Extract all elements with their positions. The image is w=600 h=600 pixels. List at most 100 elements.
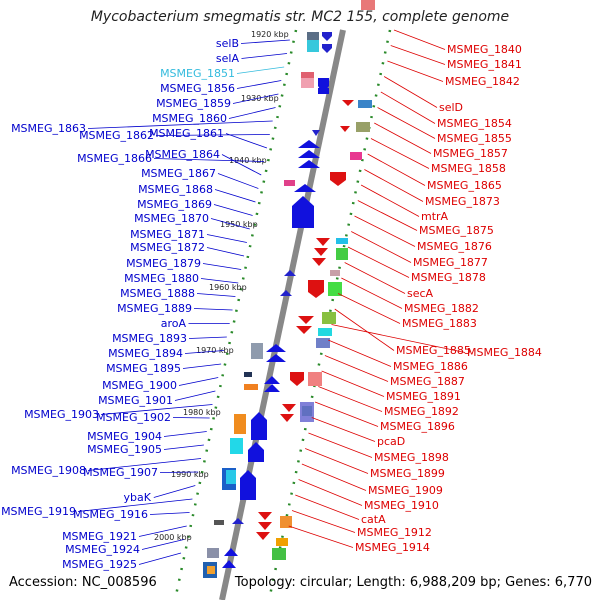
gene-label-right[interactable]: MSMEG_1892 bbox=[384, 405, 459, 418]
gene-arrow[interactable] bbox=[318, 88, 329, 94]
gene-label-left[interactable]: MSMEG_1871 bbox=[130, 228, 205, 241]
gene-label-right[interactable]: MSMEG_1857 bbox=[433, 147, 508, 160]
gene-arrow[interactable] bbox=[258, 512, 272, 520]
gene-label-right[interactable]: MSMEG_1865 bbox=[427, 179, 502, 192]
gene-label-right[interactable]: MSMEG_1878 bbox=[411, 271, 486, 284]
gene-block[interactable] bbox=[230, 438, 243, 454]
gene-label-right[interactable]: MSMEG_1876 bbox=[417, 240, 492, 253]
gene-label-right[interactable]: MSMEG_1877 bbox=[413, 256, 488, 269]
gene-label-left[interactable]: MSMEG_1916 bbox=[73, 508, 148, 521]
gene-label-right[interactable]: MSMEG_1885 bbox=[396, 344, 471, 357]
gene-arrow[interactable] bbox=[298, 150, 320, 158]
gene-label-right[interactable]: MSMEG_1912 bbox=[357, 526, 432, 539]
gene-arrow[interactable] bbox=[340, 126, 350, 132]
gene-label-left[interactable]: MSMEG_1880 bbox=[124, 272, 199, 285]
gene-arrow[interactable] bbox=[312, 130, 320, 136]
gene-arrow[interactable] bbox=[251, 412, 267, 440]
gene-label-left[interactable]: MSMEG_1862 bbox=[79, 129, 154, 142]
gene-label-right[interactable]: MSMEG_1873 bbox=[425, 195, 500, 208]
gene-label-left[interactable]: MSMEG_1908 bbox=[11, 464, 86, 477]
gene-block[interactable] bbox=[234, 414, 246, 434]
gene-block[interactable] bbox=[302, 406, 312, 416]
gene-label-left[interactable]: MSMEG_1893 bbox=[112, 332, 187, 345]
gene-label-left[interactable]: MSMEG_1866 bbox=[77, 152, 152, 165]
gene-arrow[interactable] bbox=[240, 470, 256, 500]
gene-label-left[interactable]: MSMEG_1894 bbox=[108, 347, 183, 360]
gene-label-right[interactable]: MSMEG_1840 bbox=[447, 43, 522, 56]
gene-label-right[interactable]: MSMEG_1883 bbox=[402, 317, 477, 330]
gene-label-left[interactable]: MSMEG_1860 bbox=[152, 112, 227, 125]
gene-label-left[interactable]: MSMEG_1900 bbox=[102, 379, 177, 392]
gene-label-right[interactable]: MSMEG_1910 bbox=[364, 499, 439, 512]
gene-label-left[interactable]: MSMEG_1905 bbox=[87, 443, 162, 456]
gene-label-right[interactable]: selD bbox=[439, 101, 463, 114]
gene-arrow[interactable] bbox=[256, 532, 270, 540]
gene-block[interactable] bbox=[316, 338, 330, 348]
gene-arrow[interactable] bbox=[266, 354, 286, 362]
gene-label-left[interactable]: ybaK bbox=[124, 491, 152, 504]
gene-label-right[interactable]: MSMEG_1891 bbox=[386, 390, 461, 403]
gene-arrow[interactable] bbox=[308, 280, 324, 298]
gene-arrow[interactable] bbox=[290, 372, 304, 386]
gene-block[interactable] bbox=[251, 343, 263, 359]
gene-label-left[interactable]: MSMEG_1867 bbox=[141, 167, 216, 180]
gene-label-right[interactable]: MSMEG_1854 bbox=[437, 117, 512, 130]
gene-arrow[interactable] bbox=[312, 258, 326, 266]
gene-arrow[interactable] bbox=[248, 442, 264, 462]
gene-label-right[interactable]: MSMEG_1896 bbox=[380, 420, 455, 433]
gene-block[interactable] bbox=[328, 282, 342, 296]
gene-arrow[interactable] bbox=[322, 32, 332, 41]
gene-label-left[interactable]: MSMEG_1859 bbox=[156, 97, 231, 110]
gene-arrow[interactable] bbox=[266, 344, 286, 352]
gene-block[interactable] bbox=[318, 328, 332, 336]
gene-label-left[interactable]: MSMEG_1903 bbox=[24, 408, 99, 421]
gene-arrow[interactable] bbox=[330, 172, 346, 186]
gene-label-left[interactable]: MSMEG_1861 bbox=[149, 127, 224, 140]
gene-block[interactable] bbox=[301, 78, 314, 88]
gene-label-right[interactable]: MSMEG_1886 bbox=[393, 360, 468, 373]
gene-label-right[interactable]: MSMEG_1842 bbox=[445, 75, 520, 88]
gene-label-right[interactable]: mtrA bbox=[421, 210, 449, 223]
gene-label-left[interactable]: MSMEG_1864 bbox=[145, 148, 220, 161]
gene-arrow[interactable] bbox=[292, 196, 314, 228]
gene-label-right[interactable]: secA bbox=[407, 287, 434, 300]
gene-label-right[interactable]: MSMEG_1884 bbox=[467, 346, 542, 359]
gene-arrow[interactable] bbox=[280, 414, 294, 422]
gene-arrow[interactable] bbox=[224, 548, 238, 556]
gene-label-left[interactable]: MSMEG_1870 bbox=[134, 212, 209, 225]
gene-arrow[interactable] bbox=[298, 160, 320, 168]
gene-label-left[interactable]: MSMEG_1901 bbox=[98, 394, 173, 407]
gene-label-right[interactable]: pcaD bbox=[377, 435, 405, 448]
gene-block[interactable] bbox=[226, 470, 236, 484]
gene-arrow[interactable] bbox=[264, 384, 280, 392]
gene-block[interactable] bbox=[307, 40, 319, 52]
gene-label-right[interactable]: MSMEG_1914 bbox=[355, 541, 430, 554]
gene-label-left[interactable]: MSMEG_1925 bbox=[62, 558, 137, 571]
gene-block[interactable] bbox=[214, 520, 224, 525]
gene-label-left[interactable]: MSMEG_1904 bbox=[87, 430, 162, 443]
gene-label-left[interactable]: MSMEG_1921 bbox=[62, 530, 137, 543]
gene-label-left[interactable]: MSMEG_1879 bbox=[126, 257, 201, 270]
gene-arrow[interactable] bbox=[316, 238, 330, 246]
gene-block[interactable] bbox=[272, 548, 286, 560]
gene-label-left[interactable]: MSMEG_1863 bbox=[11, 122, 86, 135]
gene-block[interactable] bbox=[284, 180, 295, 186]
gene-label-right[interactable]: MSMEG_1898 bbox=[374, 451, 449, 464]
gene-label-right[interactable]: MSMEG_1858 bbox=[431, 162, 506, 175]
gene-arrow[interactable] bbox=[258, 522, 272, 530]
gene-arrow[interactable] bbox=[298, 140, 320, 148]
gene-arrow[interactable] bbox=[222, 560, 236, 568]
gene-label-left[interactable]: MSMEG_1872 bbox=[130, 241, 205, 254]
gene-label-right[interactable]: MSMEG_1899 bbox=[370, 467, 445, 480]
gene-label-right[interactable]: MSMEG_1841 bbox=[447, 58, 522, 71]
gene-arrow[interactable] bbox=[314, 248, 328, 256]
gene-block[interactable] bbox=[361, 0, 375, 10]
gene-label-left[interactable]: MSMEG_1907 bbox=[83, 466, 158, 479]
gene-label-left[interactable]: MSMEG_1851 bbox=[160, 67, 235, 80]
gene-block[interactable] bbox=[358, 100, 372, 108]
gene-block[interactable] bbox=[276, 538, 288, 546]
gene-arrow[interactable] bbox=[282, 404, 296, 412]
gene-arrow[interactable] bbox=[280, 290, 292, 296]
gene-block[interactable] bbox=[244, 384, 258, 390]
gene-arrow[interactable] bbox=[264, 376, 280, 384]
